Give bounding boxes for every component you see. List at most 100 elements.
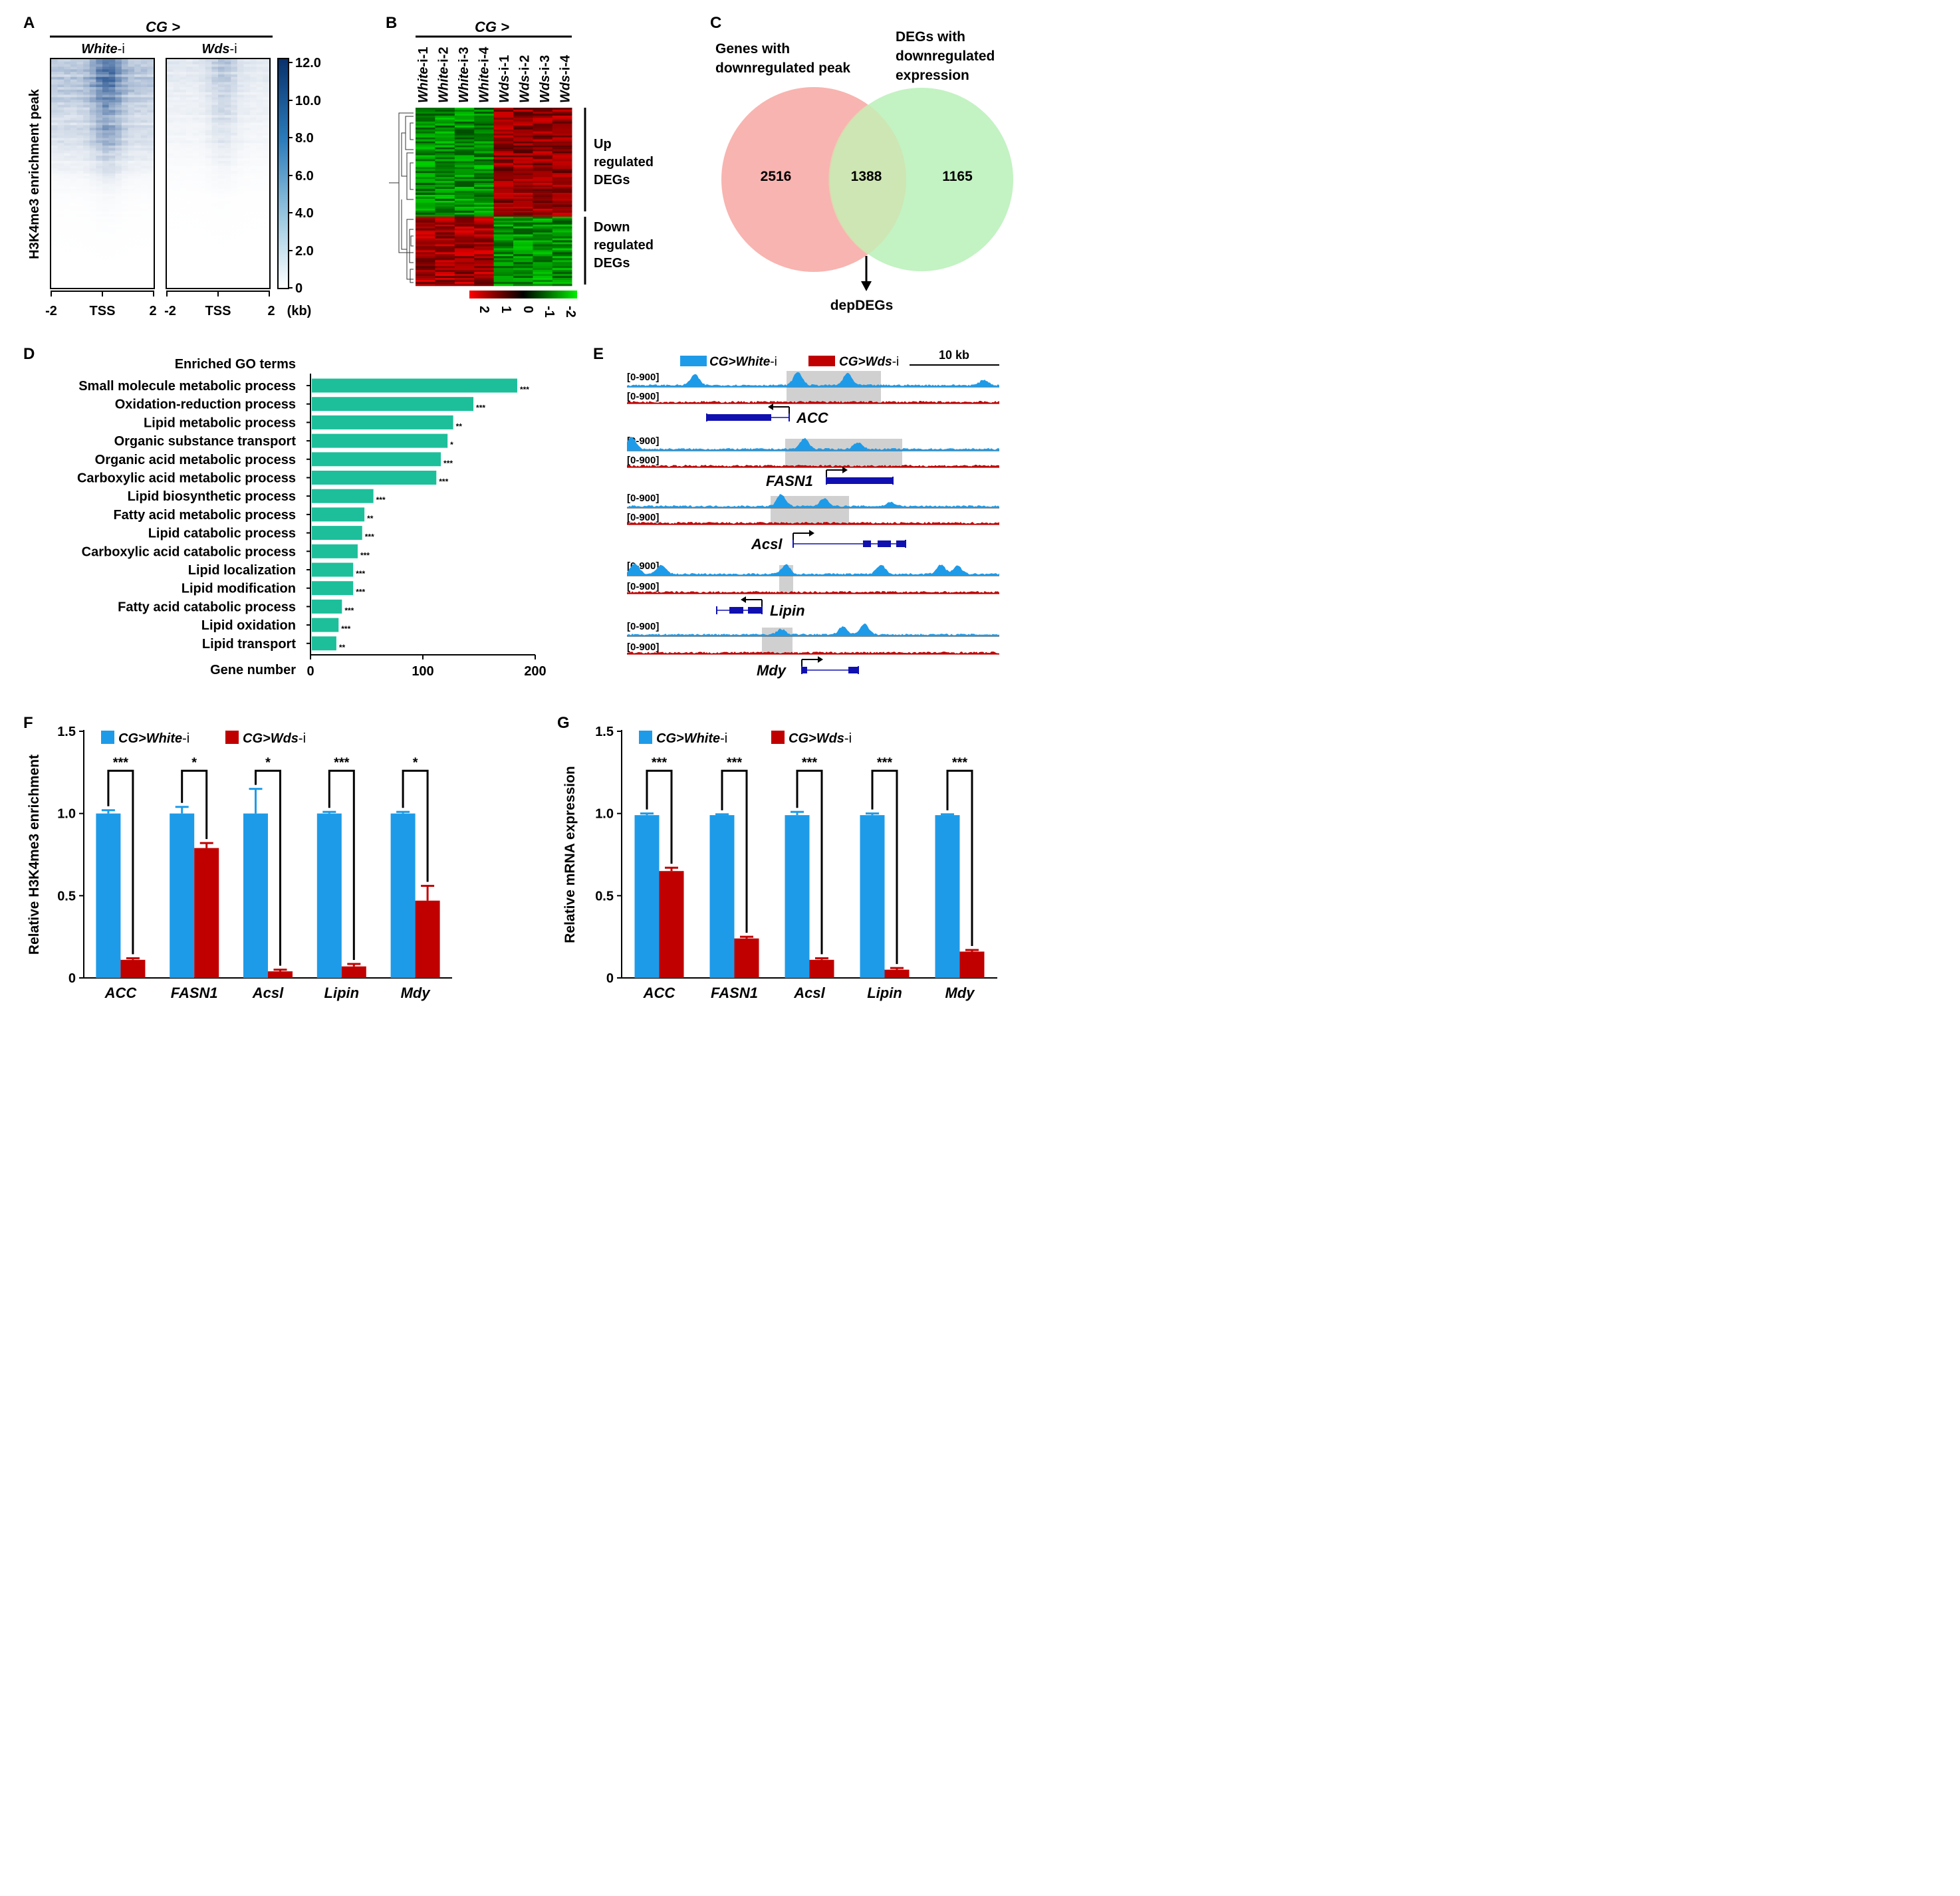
deg-colorscale: 2 1 0 -1 -2 (469, 291, 578, 318)
gene-exon (707, 414, 771, 421)
deg-cell (513, 139, 533, 142)
significance-bracket (946, 769, 973, 946)
deg-cell (454, 151, 475, 154)
category-label: Acsl (252, 985, 284, 1001)
panel-b-group-label: CG > (475, 19, 509, 35)
deg-cell (474, 139, 494, 142)
deg-cell (454, 135, 475, 138)
significance-bracket (181, 769, 208, 840)
white-i-signal (627, 623, 999, 636)
deg-cell (493, 262, 514, 265)
deg-cell (513, 153, 533, 156)
deg-cell (493, 204, 514, 207)
deg-cell (493, 135, 514, 138)
panel-d: D Enriched GO terms Small molecule metab… (23, 345, 547, 679)
colorbar-tick: 12.0 (295, 56, 321, 70)
deg-cell (474, 214, 494, 217)
gene-exon (802, 667, 807, 673)
deg-cell (416, 171, 435, 174)
deg-cell (533, 141, 553, 144)
deg-cell (435, 111, 455, 114)
deg-cell (533, 232, 553, 235)
go-category-label: Fatty acid catabolic process (118, 600, 296, 614)
deg-cell (435, 244, 455, 247)
go-bar (312, 452, 441, 467)
deg-cell (552, 220, 572, 223)
go-bar (312, 471, 437, 485)
deg-cell (416, 226, 435, 229)
svg-text:downregulated: downregulated (896, 49, 995, 64)
legend-wds-swatch (225, 731, 239, 744)
deg-cell (416, 248, 435, 251)
deg-cell (513, 191, 533, 193)
deg-cell (454, 139, 475, 142)
deg-cell (416, 210, 435, 213)
deg-cell (533, 133, 553, 136)
deg-cell (474, 284, 494, 287)
track-range-label: [0-900] (627, 493, 659, 504)
deg-cell (513, 202, 533, 205)
deg-cell (513, 115, 533, 118)
deg-cell (493, 246, 514, 249)
deg-cell (513, 117, 533, 120)
deg-cell (533, 246, 553, 249)
deg-cell (513, 238, 533, 241)
deg-cell (454, 195, 475, 197)
deg-cell (454, 256, 475, 259)
deg-cell (552, 246, 572, 249)
deg-cell (513, 226, 533, 229)
deg-cell (435, 276, 455, 279)
deg-cell (552, 155, 572, 158)
deg-cell (454, 137, 475, 140)
deg-cell (552, 280, 572, 283)
deg-cell (533, 159, 553, 162)
colorbar-tick: 4.0 (295, 206, 314, 221)
deg-cell (474, 236, 494, 239)
deg-cell (454, 181, 475, 183)
deg-cell (416, 127, 435, 130)
category-label: Lipin (324, 985, 360, 1001)
go-category-label: Lipid modification (182, 582, 296, 596)
deg-cell (416, 240, 435, 243)
svg-text:0: 0 (521, 306, 535, 313)
deg-cell (513, 206, 533, 209)
deg-cell (552, 163, 572, 166)
deg-cell (416, 214, 435, 217)
deg-cell (513, 119, 533, 122)
deg-cell (533, 236, 553, 239)
deg-cell (513, 204, 533, 207)
deg-cell (533, 240, 553, 243)
panel-a-cond1-label: White-i (81, 42, 125, 57)
deg-cell (552, 214, 572, 217)
deg-cell (493, 185, 514, 187)
ytick-label: 0.5 (595, 889, 614, 903)
deg-cell (474, 204, 494, 207)
deg-cell (493, 226, 514, 229)
venn-overlap (828, 104, 907, 255)
panel-a-colorbar: 12.0 10.0 8.0 6.0 4.0 2.0 0 (277, 56, 321, 296)
deg-cell (416, 262, 435, 265)
deg-cell (416, 149, 435, 152)
deg-cell (533, 274, 553, 277)
deg-cell (435, 240, 455, 243)
panel-letter-d: D (23, 345, 35, 363)
deg-cell (533, 183, 553, 185)
deg-cell (416, 206, 435, 209)
deg-cell (454, 240, 475, 243)
deg-cell (493, 115, 514, 118)
deg-cell (416, 113, 435, 116)
panel-letter-b: B (386, 14, 397, 32)
deg-cell (416, 264, 435, 267)
go-bar (312, 433, 448, 448)
significance-label: * (413, 755, 418, 770)
deg-cell (454, 284, 475, 287)
deg-cell (533, 149, 553, 152)
svg-text:1: 1 (499, 306, 513, 313)
panel-a-xtick: 2 (149, 304, 156, 318)
deg-cell (474, 270, 494, 273)
deg-cell (552, 264, 572, 267)
tss-arrowhead (818, 656, 823, 663)
deg-cell (513, 189, 533, 191)
sample-label: Wds-i-1 (497, 55, 512, 103)
deg-cell (454, 143, 475, 146)
